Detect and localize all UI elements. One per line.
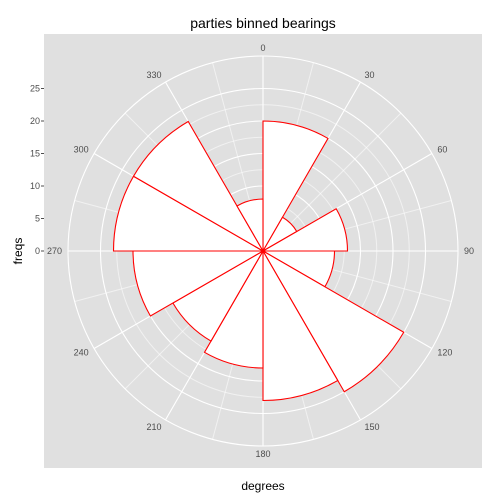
bar-wedge-0: [262, 120, 329, 254]
bar-wedge-300: [132, 120, 265, 253]
angle-tick-label: 330: [146, 70, 161, 80]
chart-title: parties binned bearings: [190, 15, 336, 31]
radial-tick-label: 0: [35, 246, 40, 256]
angle-tick-label: 270: [47, 246, 62, 256]
angle-tick-label: 30: [365, 70, 375, 80]
radial-tick-labels: 0 5 10 15 20 25: [30, 84, 44, 256]
bar-wedge-120: [261, 249, 405, 393]
radial-tick-label: 5: [35, 214, 40, 224]
angle-tick-labels: 0 30 60 90 120 150 180 210 240 270 300 330: [47, 43, 474, 459]
angle-tick-label: 90: [464, 246, 474, 256]
radial-tick-label: 10: [30, 181, 40, 191]
radial-tick-label: 20: [30, 116, 40, 126]
radial-tick-label: 25: [30, 84, 40, 94]
angle-tick-label: 60: [437, 145, 447, 155]
bar-wedge-150: [262, 248, 339, 402]
radial-tick-label: 15: [30, 149, 40, 159]
angle-tick-label: 300: [74, 145, 89, 155]
angle-tick-label: 120: [437, 348, 452, 358]
angle-tick-label: 210: [146, 422, 161, 432]
bar-wedge-180: [203, 248, 264, 369]
bars: [112, 120, 405, 402]
angle-tick-label: 240: [74, 348, 89, 358]
angle-tick-label: 150: [365, 422, 380, 432]
bar-wedge-60: [260, 207, 349, 252]
x-axis-title: degrees: [241, 479, 284, 493]
bar-wedge-330: [236, 198, 264, 254]
angle-tick-label: 180: [255, 449, 270, 459]
angle-tick-label: 0: [260, 43, 265, 53]
y-axis-title: freqs: [11, 238, 25, 265]
